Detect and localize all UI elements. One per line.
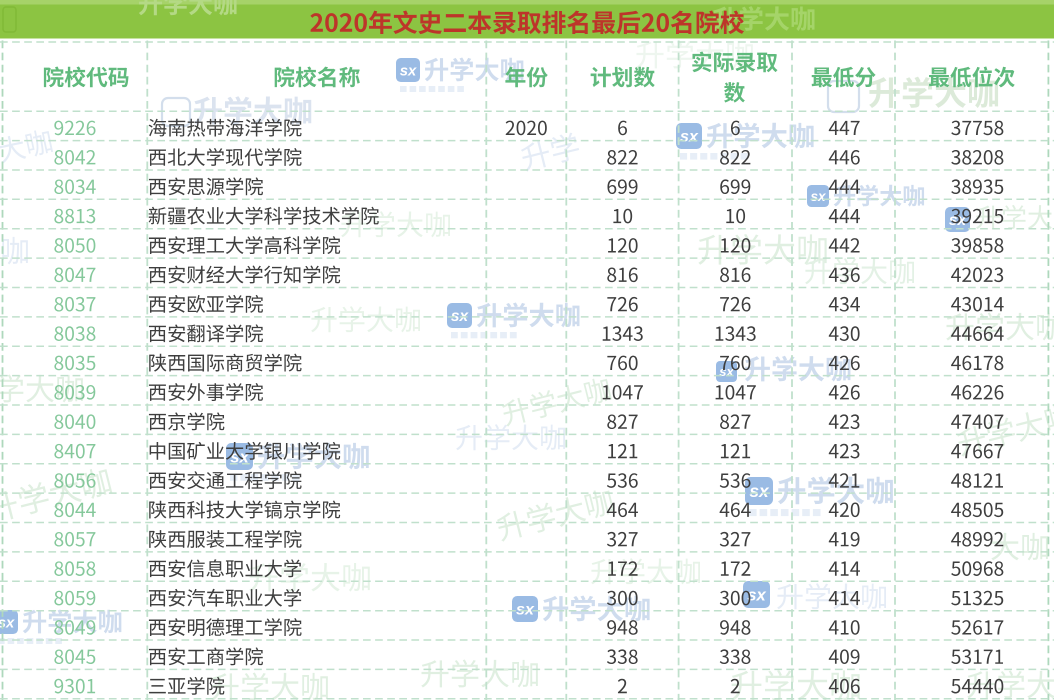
svg-text:sx: sx	[810, 189, 827, 204]
svg-text:sx: sx	[747, 586, 766, 605]
svg-text:sx: sx	[0, 615, 15, 631]
svg-text:sx: sx	[400, 63, 417, 79]
svg-text:sx: sx	[680, 128, 699, 146]
svg-text:sx: sx	[749, 481, 770, 501]
svg-text:sx: sx	[949, 212, 968, 229]
svg-text:sx: sx	[516, 601, 535, 619]
